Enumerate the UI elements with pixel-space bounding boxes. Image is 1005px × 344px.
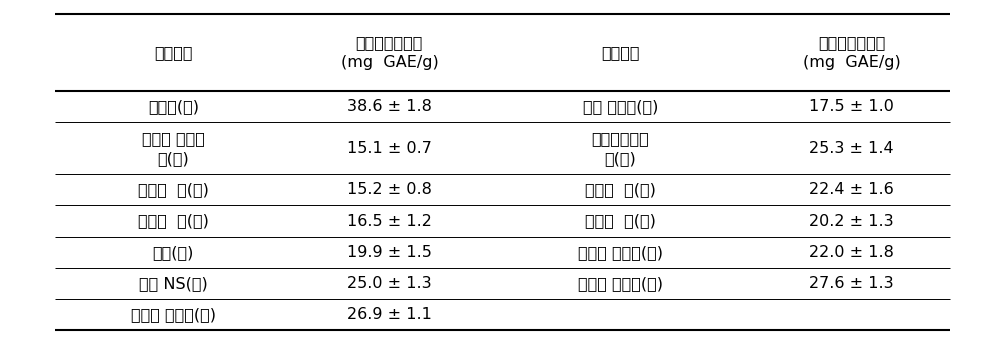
Text: 인디안시금치
청(강): 인디안시금치 청(강) [592,131,649,165]
Text: 카둔잎 개화전(제): 카둔잎 개화전(제) [578,245,663,260]
Text: 17.5 ± 1.0: 17.5 ± 1.0 [809,99,894,114]
Text: 지팡이 강낭콩(강): 지팡이 강낭콩(강) [131,307,216,322]
Text: 여주 오돌이(강): 여주 오돌이(강) [583,99,658,114]
Text: 15.2 ± 0.8: 15.2 ± 0.8 [347,182,432,197]
Text: 오크라  청(강): 오크라 청(강) [138,214,209,228]
Text: 카둔잎 개화후(제): 카둔잎 개화후(제) [578,276,663,291]
Text: 27.6 ± 1.3: 27.6 ± 1.3 [809,276,894,291]
Text: 오크라  적(강): 오크라 적(강) [138,182,209,197]
Text: 38.6 ± 1.8: 38.6 ± 1.8 [347,99,432,114]
Text: 공심채(강): 공심채(강) [148,99,199,114]
Text: 품종시료: 품종시료 [601,45,640,60]
Text: 총폴리페놀함량
(mg  GAE/g): 총폴리페놀함량 (mg GAE/g) [341,35,438,70]
Text: 오크라  녹(제): 오크라 녹(제) [585,214,656,228]
Text: 인디언 시금치
적(강): 인디언 시금치 적(강) [142,131,205,165]
Text: 25.0 ± 1.3: 25.0 ± 1.3 [347,276,432,291]
Text: 16.5 ± 1.2: 16.5 ± 1.2 [347,214,432,228]
Text: 총폴리페놀함량
(mg  GAE/g): 총폴리페놀함량 (mg GAE/g) [803,35,900,70]
Text: 20.2 ± 1.3: 20.2 ± 1.3 [809,214,894,228]
Text: 22.4 ± 1.6: 22.4 ± 1.6 [809,182,894,197]
Text: 26.9 ± 1.1: 26.9 ± 1.1 [347,307,432,322]
Text: 품종시료: 품종시료 [154,45,193,60]
Text: 15.1 ± 0.7: 15.1 ± 0.7 [347,141,432,156]
Text: 19.9 ± 1.5: 19.9 ± 1.5 [347,245,432,260]
Text: 22.0 ± 1.8: 22.0 ± 1.8 [809,245,894,260]
Text: 여주 NS(강): 여주 NS(강) [139,276,208,291]
Text: 오크라  적(제): 오크라 적(제) [585,182,656,197]
Text: 롱빈(강): 롱빈(강) [153,245,194,260]
Text: 25.3 ± 1.4: 25.3 ± 1.4 [809,141,894,156]
